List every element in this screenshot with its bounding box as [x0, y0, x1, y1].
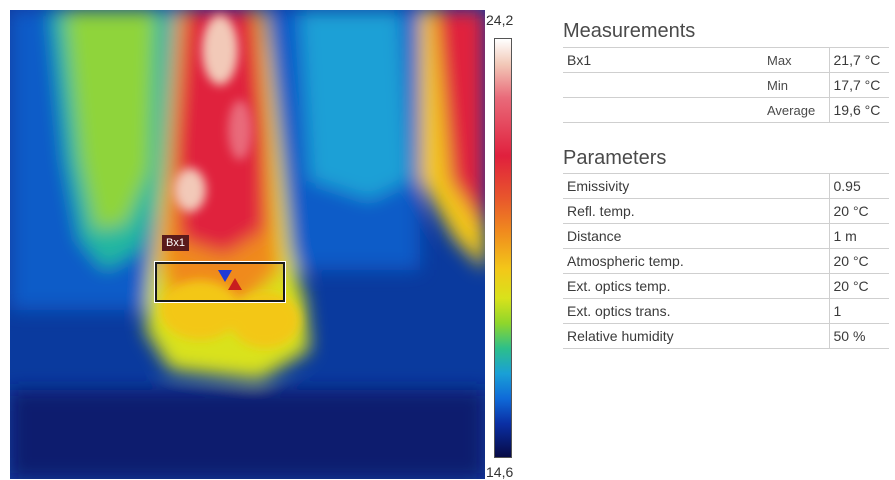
table-row: Relative humidity 50 % [563, 323, 889, 349]
measurement-value: 21,7 °C [829, 47, 889, 73]
measurement-name [563, 97, 763, 123]
measurement-stat: Max [763, 47, 830, 73]
parameter-label: Atmospheric temp. [563, 248, 830, 274]
table-row: Refl. temp. 20 °C [563, 198, 889, 224]
parameter-label: Ext. optics temp. [563, 273, 830, 299]
parameter-value: 1 m [829, 223, 889, 249]
thermal-heatmap [10, 10, 485, 479]
table-row: Atmospheric temp. 20 °C [563, 248, 889, 274]
parameter-value: 0.95 [829, 173, 889, 199]
thermal-image: Bx1 [10, 10, 485, 479]
table-row: Bx1 Max 21,7 °C [563, 47, 889, 73]
parameter-label: Refl. temp. [563, 198, 830, 224]
roi-label[interactable]: Bx1 [162, 235, 189, 251]
table-row: Ext. optics temp. 20 °C [563, 273, 889, 299]
measurement-value: 17,7 °C [829, 72, 889, 98]
parameters-table: Emissivity 0.95 Refl. temp. 20 °C Distan… [563, 173, 889, 349]
measurement-stat: Min [763, 72, 830, 98]
table-row: Min 17,7 °C [563, 72, 889, 98]
measurement-name [563, 72, 763, 98]
parameter-label: Distance [563, 223, 830, 249]
parameter-label: Ext. optics trans. [563, 298, 830, 324]
scale-max-label: 24,2 [486, 12, 514, 28]
measurement-box[interactable] [155, 262, 285, 302]
measurements-title: Measurements [563, 20, 696, 42]
measurement-value: 19,6 °C [829, 97, 889, 123]
table-row: Average 19,6 °C [563, 97, 889, 123]
parameter-value: 50 % [829, 323, 889, 349]
parameter-label: Emissivity [563, 173, 830, 199]
table-row: Distance 1 m [563, 223, 889, 249]
table-row: Ext. optics trans. 1 [563, 298, 889, 324]
parameter-value: 20 °C [829, 198, 889, 224]
parameter-value: 20 °C [829, 273, 889, 299]
parameter-value: 20 °C [829, 248, 889, 274]
scale-min-label: 14,6 [486, 464, 514, 480]
parameters-title: Parameters [563, 147, 667, 169]
measurements-table: Bx1 Max 21,7 °C Min 17,7 °C Average 19,6… [563, 47, 889, 123]
temperature-scale-bar [494, 38, 512, 458]
measurement-name: Bx1 [563, 47, 763, 73]
measurement-stat: Average [763, 97, 830, 123]
max-temp-marker-icon [228, 278, 242, 290]
parameter-label: Relative humidity [563, 323, 830, 349]
parameter-value: 1 [829, 298, 889, 324]
table-row: Emissivity 0.95 [563, 173, 889, 199]
